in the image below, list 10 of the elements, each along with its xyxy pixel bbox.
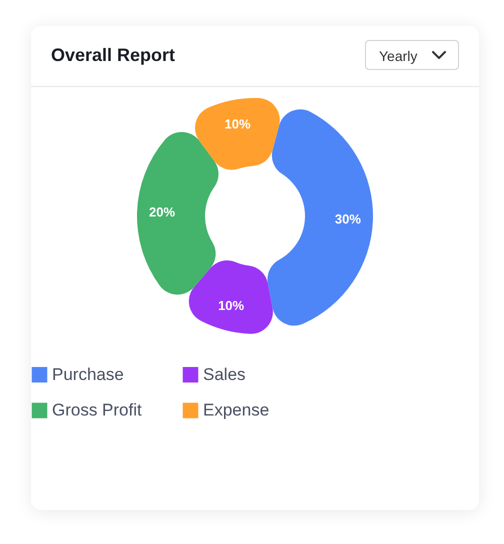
legend-label: Sales	[203, 364, 246, 384]
legend-label: Expense	[203, 400, 270, 420]
data-label: 20%	[149, 204, 176, 220]
data-label: 30%	[334, 211, 362, 226]
legend-label: Purchase	[52, 364, 124, 384]
data-label: 10%	[224, 116, 251, 132]
legend-label: Gross Profit	[52, 400, 142, 420]
data-label: 10%	[218, 298, 245, 313]
dropdown: Yearly	[365, 40, 459, 70]
chart-title: Overall Report	[51, 45, 176, 66]
